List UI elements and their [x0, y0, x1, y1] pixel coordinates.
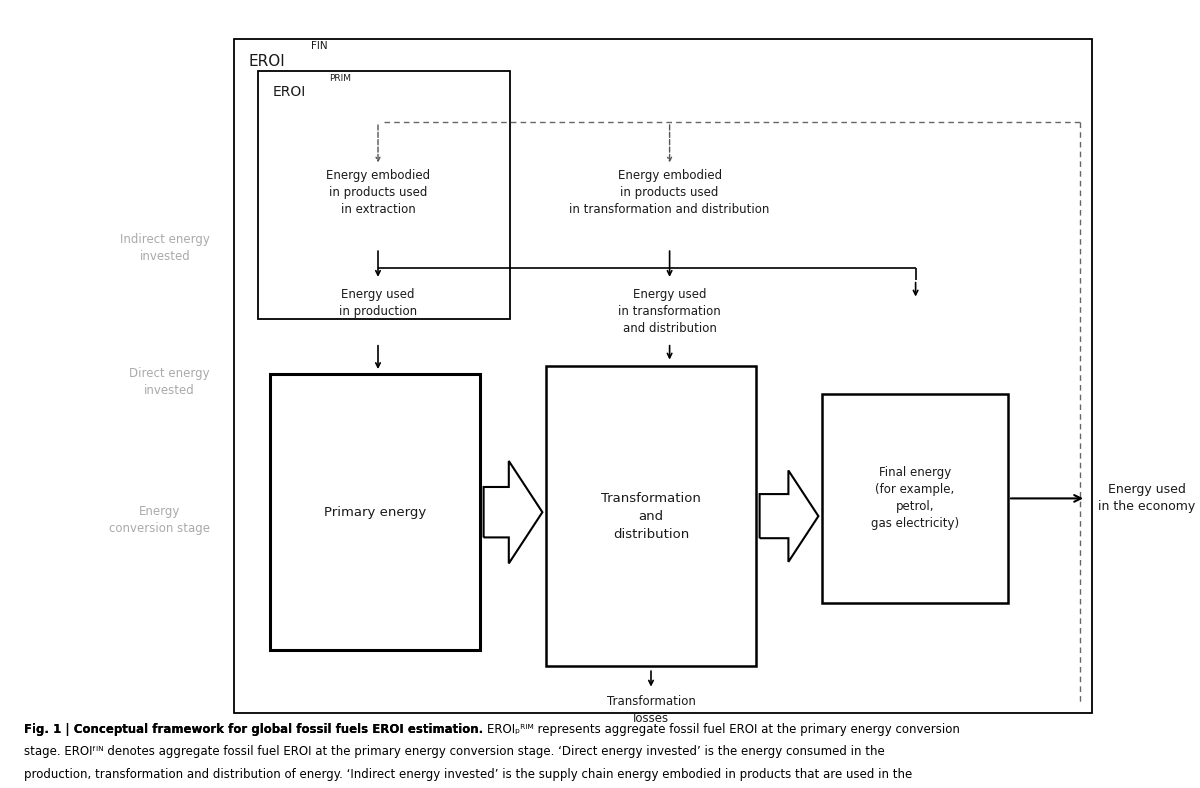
Text: Direct energy
invested: Direct energy invested [130, 367, 210, 397]
Text: Energy used
in the economy: Energy used in the economy [1098, 483, 1195, 514]
Bar [234, 39, 1092, 713]
Text: stage. EROIᶠᴵᴺ denotes aggregate fossil fuel EROI at the primary energy conversi: stage. EROIᶠᴵᴺ denotes aggregate fossil … [24, 745, 884, 758]
Text: Energy embodied
in products used
in transformation and distribution: Energy embodied in products used in tran… [570, 169, 769, 217]
Text: Energy used
in production: Energy used in production [338, 288, 418, 318]
Text: PRIM: PRIM [329, 74, 350, 83]
Text: Energy
conversion stage: Energy conversion stage [109, 505, 210, 535]
Text: Transformation
losses: Transformation losses [606, 695, 696, 725]
Text: Fig. 1 | Conceptual framework for global fossil fuels EROI estimation.: Fig. 1 | Conceptual framework for global… [24, 723, 487, 736]
Text: EROI: EROI [272, 85, 306, 99]
Text: EROIₚᴿᴵᴹ represents aggregate fossil fuel EROI at the primary energy conversion: EROIₚᴿᴵᴹ represents aggregate fossil fue… [487, 723, 960, 736]
Bar [822, 394, 1008, 603]
Text: Indirect energy
invested: Indirect energy invested [120, 233, 210, 263]
Text: EROI: EROI [248, 54, 286, 69]
Text: Energy used
in transformation
and distribution: Energy used in transformation and distri… [618, 288, 721, 335]
Text: Fig. 1 | Conceptual framework for global fossil fuels EROI estimation.: Fig. 1 | Conceptual framework for global… [24, 723, 487, 736]
Bar [546, 366, 756, 666]
Text: Final energy
(for example,
petrol,
gas electricity): Final energy (for example, petrol, gas e… [871, 466, 959, 530]
Text: production, transformation and distribution of energy. ‘Indirect energy invested: production, transformation and distribut… [24, 768, 912, 780]
Text: FIN: FIN [311, 41, 328, 51]
Bar [270, 374, 480, 650]
Text: Transformation
and
distribution: Transformation and distribution [601, 492, 701, 541]
Text: Energy embodied
in products used
in extraction: Energy embodied in products used in extr… [326, 169, 430, 217]
Text: Primary energy: Primary energy [324, 506, 426, 519]
Bar [258, 71, 510, 319]
